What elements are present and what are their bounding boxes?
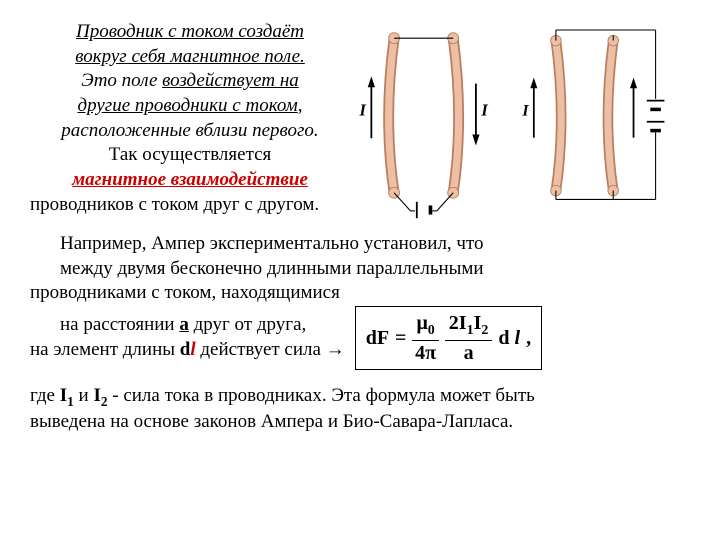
formula-row: на расстоянии a друг от друга, на элемен…: [30, 306, 690, 370]
p2l4c: друг от друга,: [189, 314, 306, 335]
l4: другие проводники с током: [77, 95, 297, 116]
formula-box: dF = μ0 4π 2I1I2 a d l ,: [355, 306, 542, 370]
fourpi: 4π: [415, 341, 436, 363]
p3t2: - сила тока в проводниках. Эта формула м…: [108, 385, 535, 406]
dl_d: d: [498, 327, 509, 349]
frac1: μ0 4π: [412, 313, 438, 363]
diagram-area: I I: [360, 20, 675, 220]
pair-parallel: I I: [360, 20, 510, 220]
l3a: Это поле: [81, 70, 162, 91]
p3t3: выведена на основе законов Ампера и Био-…: [30, 411, 513, 432]
p3t1: где: [30, 385, 60, 406]
l1: Проводник с током создаёт: [76, 21, 304, 42]
s2f: 2: [481, 323, 488, 338]
a: a: [464, 341, 474, 363]
p2l1: Например, Ампер экспериментально установ…: [30, 232, 690, 257]
two: 2: [449, 312, 459, 334]
p2l5a: на элемент длины: [30, 339, 180, 360]
eq: =: [395, 325, 406, 351]
para3: где I1 и I2 - сила тока в проводниках. Э…: [30, 384, 690, 435]
frac2: 2I1I2 a: [445, 313, 493, 363]
l5: расположенные вблизи первого.: [61, 120, 318, 141]
p2l4b: a: [179, 314, 189, 335]
svg-text:I: I: [521, 103, 529, 120]
intro-block: Проводник с током создаёт вокруг себя ма…: [30, 20, 350, 220]
comma: ,: [526, 325, 531, 351]
l3b: воздействует на: [162, 70, 299, 91]
p3s1: 1: [67, 394, 74, 409]
p3and: и: [74, 385, 94, 406]
l6: Так осуществляется: [109, 144, 272, 165]
p3s2: 2: [101, 394, 108, 409]
para2: Например, Ампер экспериментально установ…: [30, 232, 690, 370]
pair-antiparallel: I: [525, 20, 675, 220]
p2l3: проводниками с током, находящимися: [30, 281, 690, 306]
p3I1: I: [60, 385, 67, 406]
svg-text:I: I: [359, 100, 367, 119]
I1f: I: [459, 312, 467, 334]
dF: dF: [366, 325, 389, 351]
s1f: 1: [467, 323, 474, 338]
l4c: ,: [298, 95, 303, 116]
p2l5d: действует сила →: [196, 339, 345, 360]
p2l5b: d: [180, 339, 191, 360]
top-row: Проводник с током создаёт вокруг себя ма…: [30, 20, 690, 220]
p2l2: между двумя бесконечно длинными параллел…: [30, 257, 690, 282]
mu: μ: [416, 312, 427, 334]
l8: проводников с током друг с другом.: [30, 193, 350, 218]
p3I2: I: [93, 385, 100, 406]
p2l4a: на расстоянии: [60, 314, 179, 335]
l7: магнитное взаимодействие: [72, 169, 308, 190]
dl_l: l: [510, 327, 521, 349]
l2: вокруг себя магнитное поле.: [75, 46, 305, 67]
zero: 0: [428, 323, 435, 338]
svg-text:I: I: [480, 100, 488, 119]
